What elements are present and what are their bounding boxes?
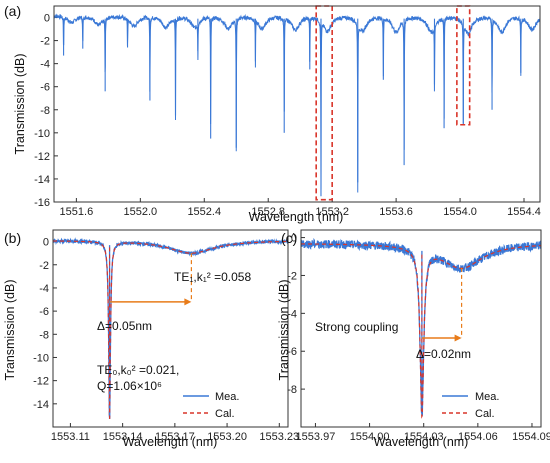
panel-c-delta-head bbox=[454, 334, 462, 342]
panel-c-delta-arrow bbox=[421, 250, 463, 410]
panel-a-ticks: 1551.6 1552.0 1552.4 1552.8 1553.2 1553.6 1554… bbox=[34, 13, 541, 218]
panel-a-label: (a) bbox=[4, 3, 21, 19]
panel-b-te0-annotation-2: Q=1.06×10⁶ bbox=[97, 379, 162, 393]
panel-c-strong-coupling-annotation: Strong coupling bbox=[315, 320, 398, 334]
panel-a-highlight-box bbox=[315, 5, 333, 201]
panel-b-xtick-label: 1553.14 bbox=[103, 431, 143, 443]
panel-b-ytick-label: -8 bbox=[39, 329, 49, 341]
panel-c-ytick-label: -6 bbox=[287, 346, 297, 358]
panel-a-ytick-label: -6 bbox=[40, 82, 50, 94]
panel-a-xtick-label: 1551.6 bbox=[60, 206, 94, 218]
panel-b-ytick-label: -4 bbox=[39, 283, 49, 295]
panel-c-xtick-label: 1554.00 bbox=[350, 431, 390, 443]
panel-c-ytick-label: -8 bbox=[287, 384, 297, 396]
panel-a-xtick-label: 1554.0 bbox=[443, 206, 477, 218]
panel-b-ytick-label: -14 bbox=[33, 399, 49, 411]
panel-a-ytick-label: -10 bbox=[34, 128, 50, 140]
panel-c-xtick-label: 1553.97 bbox=[296, 431, 336, 443]
panel-b-xlabel: Wavelength (nm) bbox=[123, 435, 218, 449]
panel-c-frame bbox=[300, 229, 542, 428]
panel-a-xtick-label: 1553.2 bbox=[315, 206, 349, 218]
panel-a-xtick-label: 1552.0 bbox=[124, 206, 158, 218]
panel-c-ytick-label: -4 bbox=[287, 308, 297, 320]
panel-a-spectrum-line bbox=[54, 13, 540, 193]
panel-b-te1-annotation: TE₁,k₁² =0.058 bbox=[174, 270, 251, 284]
panel-b-xtick-label: 1553.23 bbox=[259, 431, 299, 443]
panel-b-ticks: 1553.11 1553.14 1553.17 1553.20 1553.23 0 -2 -4… bbox=[33, 237, 299, 443]
panel-b-ytick-label: -10 bbox=[33, 352, 49, 364]
panel-a-xtick-label: 1554.4 bbox=[507, 206, 541, 218]
legend-c-cal-label: Cal. bbox=[475, 408, 495, 420]
panel-c-ytick-label: -2 bbox=[287, 270, 297, 282]
panel-c-label: (c) bbox=[281, 230, 297, 246]
panel-b-delta-annotation: Δ=0.05nm bbox=[97, 319, 152, 333]
panel-b-ytick-label: -2 bbox=[39, 260, 49, 272]
panel-a-highlight-box bbox=[456, 5, 471, 126]
panel-c-ylabel: Transmission (dB) bbox=[277, 280, 291, 381]
panel-b-xtick-label: 1553.17 bbox=[155, 431, 195, 443]
panel-b-delta-head bbox=[184, 298, 192, 306]
panel-c-xtick-label: 1554.09 bbox=[512, 431, 550, 443]
panel-c-xlabel: Wavelength (nm) bbox=[374, 435, 469, 449]
panel-a-ytick-label: -14 bbox=[34, 174, 50, 186]
panel-a-highlight-boxes bbox=[63, 5, 522, 201]
panel-b-calculated-line bbox=[53, 240, 288, 420]
panel-b-frame bbox=[52, 229, 289, 428]
panel-a-xtick-label: 1552.8 bbox=[251, 206, 285, 218]
legend-b-mea-label: Mea. bbox=[215, 391, 239, 403]
panel-c-delta-annotation: Δ=0.02nm bbox=[416, 347, 471, 361]
panel-b-ylabel: Transmission (dB) bbox=[3, 280, 17, 381]
panel-a: (a) 1551.6 1552.0 1552.4 1552.8 1553.2 1553.6… bbox=[4, 3, 541, 224]
panel-a-frame bbox=[53, 5, 541, 203]
panel-c-legend: Mea. Cal. bbox=[442, 391, 499, 420]
panel-b-measured-line bbox=[53, 237, 288, 418]
legend-b-cal-label: Cal. bbox=[215, 408, 235, 420]
panel-b-ytick-label: -12 bbox=[33, 376, 49, 388]
panel-a-ytick-label: -4 bbox=[40, 59, 50, 71]
panel-b-xtick-label: 1553.20 bbox=[207, 431, 247, 443]
panel-a-xlabel: Wavelength (nm) bbox=[249, 210, 344, 224]
panel-b-xtick-label: 1553.11 bbox=[51, 431, 90, 443]
panel-c-ticks: 1553.97 1554.00 1554.03 1554.06 1554.09 0 -2 -4… bbox=[287, 233, 550, 443]
panel-c-ytick-label: 0 bbox=[291, 233, 297, 245]
panel-a-xtick-label: 1553.6 bbox=[379, 206, 413, 218]
panel-a-ytick-label: 0 bbox=[44, 13, 50, 25]
panel-a-ytick-label: -8 bbox=[40, 105, 50, 117]
panel-a-xtick-label: 1552.4 bbox=[187, 206, 221, 218]
panel-b-label: (b) bbox=[4, 230, 21, 246]
panel-c-calculated-line bbox=[301, 243, 541, 419]
panel-b-ytick-label: -6 bbox=[39, 306, 49, 318]
panel-b: (b) 1553.11 1553.14 1553.17 1553.20 1553.23 0… bbox=[3, 229, 299, 449]
legend-c-mea-label: Mea. bbox=[475, 391, 499, 403]
panel-a-ytick-label: -12 bbox=[34, 151, 50, 163]
panel-a-ytick-label: -2 bbox=[40, 36, 50, 48]
panel-a-ytick-label: -16 bbox=[34, 197, 50, 209]
panel-c-xtick-label: 1554.06 bbox=[458, 431, 498, 443]
panel-b-ytick-label: 0 bbox=[43, 237, 49, 249]
panel-b-legend: Mea. Cal. bbox=[183, 391, 239, 420]
panel-c-xtick-label: 1554.03 bbox=[404, 431, 444, 443]
panel-b-te0-annotation-1: TE₀,k₀² =0.021, bbox=[97, 363, 179, 377]
panel-c: (c) 1553.97 1554.00 1554.03 1554.06 1554.09 0… bbox=[277, 229, 550, 449]
panel-b-delta-arrow bbox=[108, 245, 192, 419]
panel-a-ylabel: Transmission (dB) bbox=[13, 54, 27, 155]
